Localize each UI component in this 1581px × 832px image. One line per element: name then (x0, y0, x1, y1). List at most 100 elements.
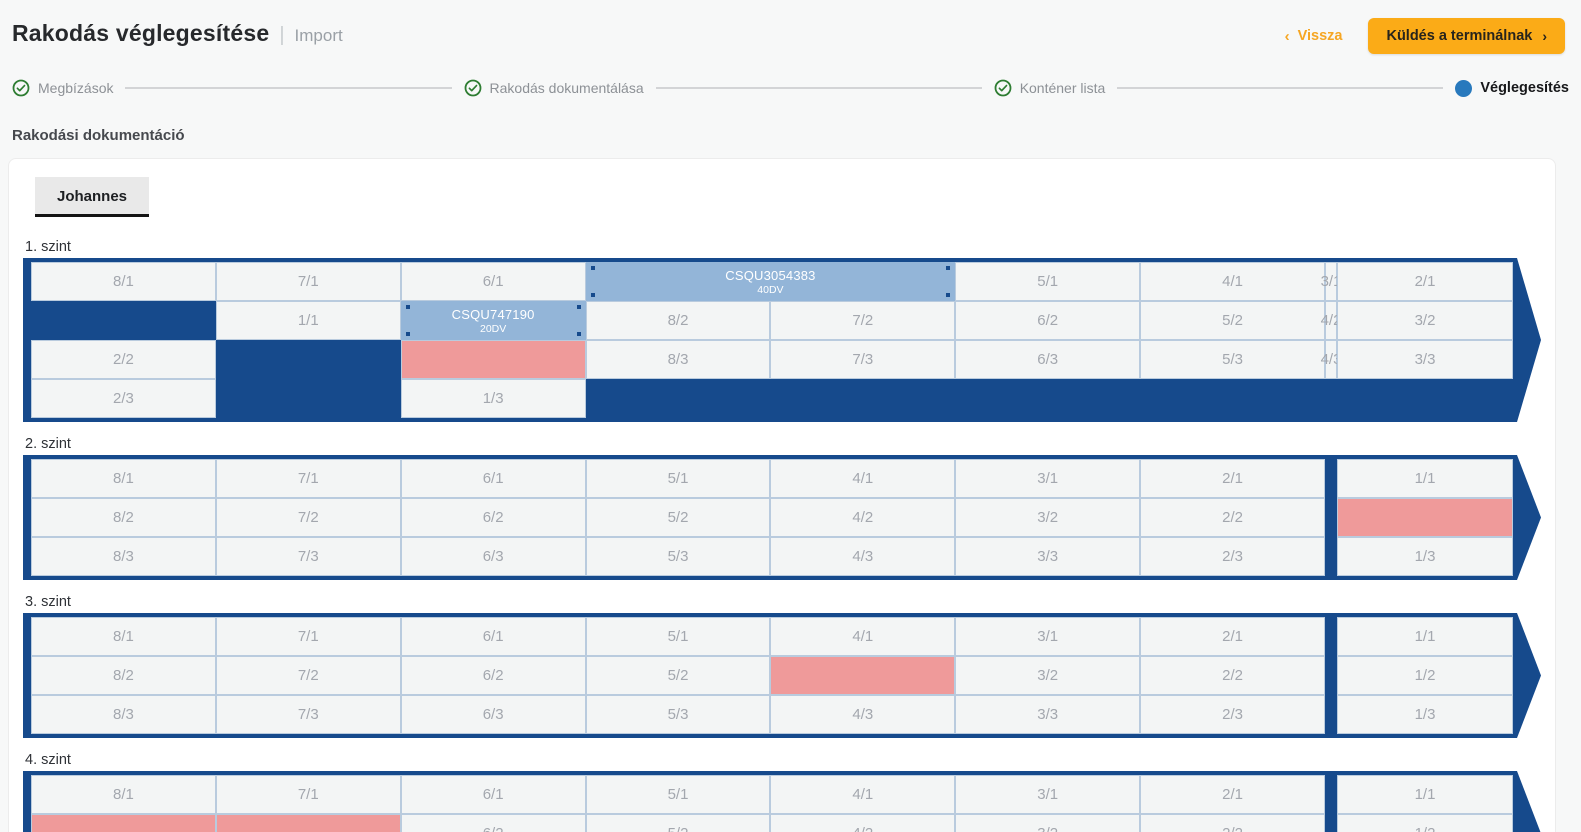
slot-cell[interactable]: 2/3 (31, 379, 216, 418)
slot-cell[interactable]: 2/2 (1140, 814, 1325, 832)
slot-cell[interactable]: 7/2 (215, 498, 401, 537)
slot-cell[interactable]: 7/1 (215, 617, 401, 656)
slot-cell[interactable]: 5/3 (585, 695, 771, 734)
slot-cell[interactable]: 6/3 (400, 695, 586, 734)
slot-cell[interactable]: 6/2 (400, 498, 586, 537)
slot-cell[interactable]: 1/3 (1337, 695, 1513, 734)
slot-cell[interactable]: 2/2 (1140, 656, 1325, 695)
slot-cell[interactable]: 2/1 (1140, 617, 1325, 656)
slot-cell[interactable]: 5/3 (1140, 340, 1325, 379)
slot-cell[interactable]: 3/1 (1321, 262, 1341, 301)
slot-cell[interactable]: 2/2 (1140, 498, 1325, 537)
slot-cell[interactable]: 6/1 (400, 617, 586, 656)
slot-cell[interactable]: 5/2 (585, 656, 771, 695)
slot-cell[interactable]: 1/1 (1337, 617, 1513, 656)
slot-cell[interactable]: 7/3 (770, 340, 956, 379)
slot-cell[interactable]: 2/1 (1140, 775, 1325, 814)
slot-cell[interactable]: 8/3 (31, 537, 216, 576)
slot-cell[interactable]: 6/2 (400, 814, 586, 832)
slot-cell[interactable]: 4/1 (770, 775, 956, 814)
slot-cell[interactable]: 3/1 (955, 775, 1141, 814)
slot-cell[interactable]: 2/1 (1140, 459, 1325, 498)
title-row: Rakodás véglegesítése | Import (12, 20, 1569, 47)
slot-cell[interactable]: 2/1 (1337, 262, 1513, 301)
slot-cell[interactable]: 5/1 (585, 459, 771, 498)
bay-divider (1325, 775, 1337, 814)
slot-cell[interactable]: 4/1 (770, 459, 956, 498)
slot-cell[interactable]: 8/1 (31, 459, 216, 498)
slot-cell[interactable]: 3/3 (1337, 340, 1513, 379)
slot-cell[interactable]: 6/2 (400, 656, 586, 695)
container-type: 20DV (480, 322, 507, 335)
slot-grid: 8/1 7/1 6/1 5/1 4/1 3/1 2/1 1/1 8/2 7/2 6/2 5/2 3/2 2… (23, 613, 1517, 738)
deck-level: 2. szint 8/1 7/1 6/1 5/1 4/1 3/1 2/1 1/1 8/2 7/2 6/… (23, 436, 1541, 580)
slot-cell[interactable]: 8/3 (31, 695, 216, 734)
slot-cell[interactable]: 8/1 (31, 262, 216, 301)
slot-cell[interactable]: 6/1 (400, 775, 586, 814)
slot-cell[interactable]: 6/3 (400, 537, 586, 576)
slot-cell[interactable]: 2/3 (1140, 537, 1325, 576)
slot-cell[interactable]: 4/2 (770, 498, 956, 537)
bay-divider (1325, 459, 1337, 498)
send-to-terminal-button[interactable]: Küldés a terminálnak › (1368, 18, 1565, 54)
slot-cell[interactable]: 7/1 (215, 775, 401, 814)
slot-cell[interactable]: 2/3 (1140, 695, 1325, 734)
slot-cell[interactable]: 7/3 (215, 537, 401, 576)
slot-cell[interactable]: 3/3 (955, 537, 1141, 576)
slot-cell[interactable]: 1/1 (1337, 459, 1513, 498)
bay-divider (1325, 656, 1337, 695)
slot-cell[interactable]: 1/1 (1337, 775, 1513, 814)
slot-cell[interactable]: 3/2 (955, 498, 1141, 537)
container-box[interactable]: CSQU747190 20DV (400, 301, 586, 340)
slot-cell[interactable]: 4/2 (1321, 301, 1341, 340)
slot-cell[interactable]: 7/1 (215, 459, 401, 498)
slot-cell[interactable]: 4/3 (770, 695, 956, 734)
slot-cell[interactable]: 3/2 (955, 814, 1141, 832)
slot-cell[interactable]: 8/2 (31, 656, 216, 695)
slot-cell[interactable]: 3/2 (1337, 301, 1513, 340)
slot-cell[interactable]: 8/2 (585, 301, 771, 340)
container-type: 40DV (757, 283, 784, 296)
slot-cell[interactable]: 5/1 (585, 617, 771, 656)
slot-cell[interactable]: 8/1 (31, 775, 216, 814)
slot-cell[interactable]: 7/3 (215, 695, 401, 734)
slot-cell[interactable]: 7/2 (215, 656, 401, 695)
slot-cell[interactable]: 8/3 (585, 340, 771, 379)
slot-cell[interactable]: 6/1 (400, 459, 586, 498)
slot-cell[interactable]: 3/1 (955, 459, 1141, 498)
slot-cell[interactable]: 5/1 (955, 262, 1141, 301)
level-label: 4. szint (25, 752, 71, 768)
slot-cell[interactable]: 6/2 (955, 301, 1141, 340)
slot-cell[interactable]: 3/1 (955, 617, 1141, 656)
back-button[interactable]: ‹ Vissza (1285, 28, 1343, 45)
slot-cell[interactable]: 4/3 (1321, 340, 1341, 379)
slot-cell[interactable]: 4/1 (1140, 262, 1325, 301)
slot-cell[interactable]: 5/2 (585, 814, 771, 832)
level-label: 1. szint (25, 239, 71, 255)
container-box[interactable]: CSQU3054383 40DV (585, 262, 956, 301)
slot-cell[interactable]: 1/3 (1337, 537, 1513, 576)
step-label: Véglegesítés (1480, 80, 1570, 96)
slot-cell[interactable]: 1/2 (1337, 656, 1513, 695)
slot-cell[interactable]: 7/2 (770, 301, 956, 340)
slot-cell[interactable]: 3/3 (955, 695, 1141, 734)
slot-cell[interactable]: 5/3 (585, 537, 771, 576)
tab-johannes[interactable]: Johannes (35, 177, 150, 217)
slot-cell[interactable]: 5/1 (585, 775, 771, 814)
slot-cell[interactable]: 2/2 (31, 340, 216, 379)
slot-cell[interactable]: 1/2 (1337, 814, 1513, 832)
slot-cell[interactable]: 4/2 (770, 814, 956, 832)
slot-cell[interactable]: 3/2 (955, 656, 1141, 695)
slot-cell[interactable]: 1/3 (400, 379, 586, 418)
slot-cell[interactable]: 8/1 (31, 617, 216, 656)
slot-cell[interactable]: 5/2 (585, 498, 771, 537)
slot-cell[interactable]: 6/3 (955, 340, 1141, 379)
slot-cell[interactable]: 5/2 (1140, 301, 1325, 340)
slot-cell[interactable]: 6/1 (400, 262, 586, 301)
slot-cell[interactable]: 4/1 (770, 617, 956, 656)
vessel-bow-arrow-icon (1517, 258, 1541, 422)
slot-cell[interactable]: 1/1 (215, 301, 401, 340)
slot-cell[interactable]: 8/2 (31, 498, 216, 537)
slot-cell[interactable]: 7/1 (215, 262, 401, 301)
slot-cell[interactable]: 4/3 (770, 537, 956, 576)
